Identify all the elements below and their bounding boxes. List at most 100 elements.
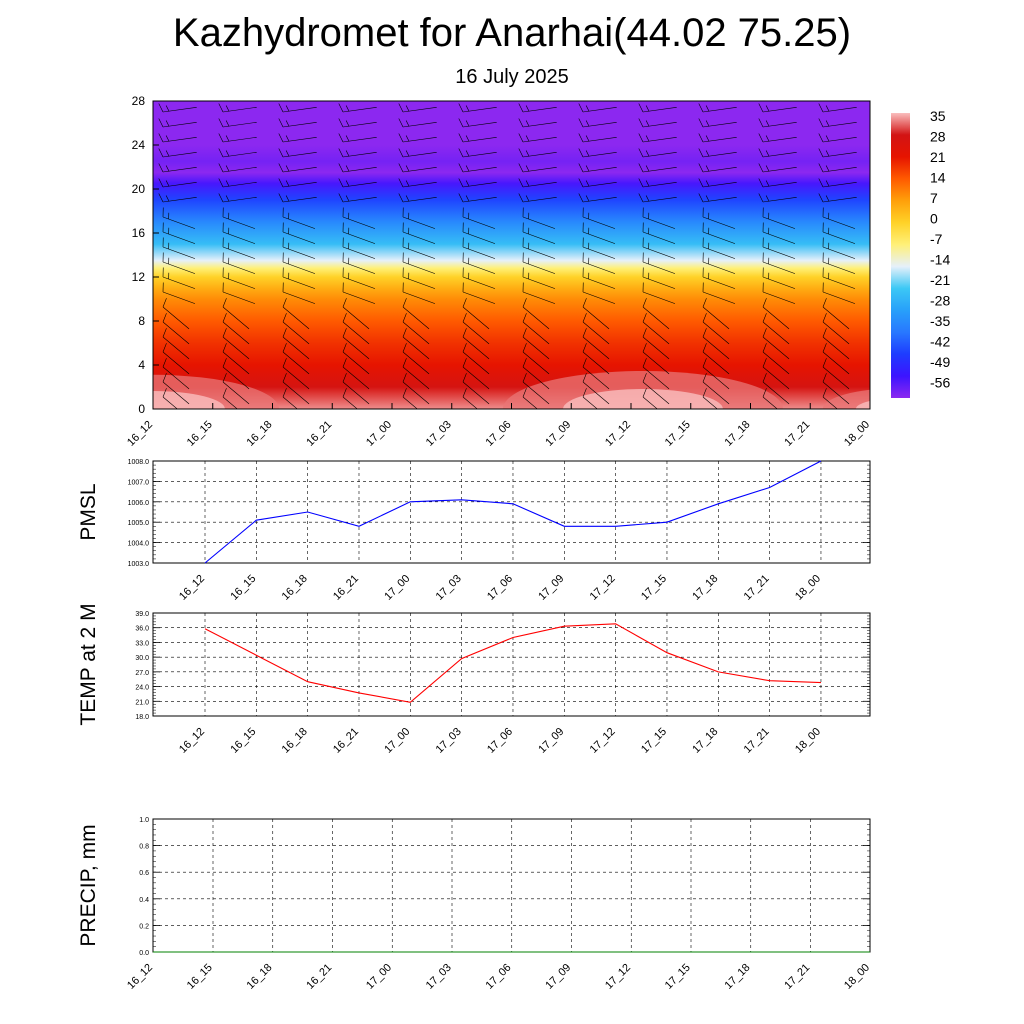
wind-barb [818,103,857,113]
y-tick-label: 0.4 [139,897,149,904]
wind-barb [522,282,556,304]
wind-barb [762,267,796,289]
y-tick-label: 36.0 [135,626,149,633]
wind-barb [162,298,190,330]
wind-barb [642,298,670,330]
y-tick-label: 27.0 [135,670,149,677]
x-tick-label: 16_15 [185,419,215,449]
wind-barb [462,237,496,259]
colorbar-label: 0 [930,211,938,227]
wind-barb [342,282,376,304]
wind-barb [582,328,610,360]
wind-barb [522,313,550,345]
wind-barb [638,193,677,203]
wind-barb [822,373,850,405]
wind-barb [822,358,850,390]
x-tick-label: 17_09 [543,419,573,449]
wind-barb [762,252,796,274]
wind-barb [702,358,730,390]
x-tick-label: 17_03 [424,962,454,992]
wind-barb [402,388,430,409]
wind-barb [638,178,677,188]
colorbar-label: 28 [930,129,946,145]
wind-barb [278,133,317,143]
y-tick-label: 21.0 [135,699,149,706]
x-tick-label: 17_09 [536,573,566,603]
wind-barb [582,358,610,390]
colorbar-label: -35 [930,313,950,329]
wind-barb [158,103,197,113]
colorbar-label: 21 [930,149,946,165]
x-tick-label: 18_00 [793,573,823,603]
wind-barb [282,252,316,274]
wind-barb [702,282,736,304]
wind-barb [342,358,370,390]
wind-barb [338,103,377,113]
wind-barb [762,328,790,360]
wind-barb [822,222,856,244]
wind-barb [342,373,370,405]
wind-barb [218,118,257,128]
wind-barb [282,313,310,345]
wind-barb [522,388,550,409]
wind-barb [282,388,310,409]
wind-barb [342,267,376,289]
wind-barb [582,207,616,229]
y-axis-title: PMSL [77,483,100,540]
x-tick-label: 17_00 [382,726,412,756]
plot-frame [152,460,871,564]
wind-barb [762,298,790,330]
y-tick-label: 1006.0 [128,500,150,507]
wind-barb [822,267,856,289]
wind-barb [758,148,797,158]
wind-barb [222,328,250,360]
wind-barb [458,148,497,158]
y-tick-label: 28 [132,94,146,108]
wind-barb [462,267,496,289]
y-tick-label: 1003.0 [128,561,150,568]
wind-barb [758,178,797,188]
wind-barb [282,267,316,289]
y-tick-label: 0.6 [139,870,149,877]
wind-barb [162,207,196,229]
wind-barb [522,358,550,390]
wind-barb [642,222,676,244]
wind-barb [642,207,676,229]
wind-barb [638,133,677,143]
x-tick-label: 17_21 [782,962,812,992]
x-tick-label: 17_00 [382,573,412,603]
x-tick-label: 17_15 [663,962,693,992]
wind-barb [162,252,196,274]
wind-barb [758,193,797,203]
chart-subtitle: 16 July 2025 [455,66,569,88]
y-axis-title: TEMP at 2 M [77,603,100,725]
wind-barb [398,148,437,158]
chart-title: Kazhydromet for Anarhai(44.02 75.25) [172,11,852,55]
y-tick-label: 12 [132,270,146,284]
wind-barb [698,133,737,143]
wind-barb [402,252,436,274]
y-tick-label: 16 [132,226,146,240]
wind-barb [462,282,496,304]
wind-barb [462,207,496,229]
wind-barb [398,163,437,173]
wind-barb [522,343,550,375]
y-tick-label: 18.0 [135,714,149,721]
wind-barb [822,298,850,330]
x-tick-label: 16_15 [228,573,258,603]
wind-barb [458,118,497,128]
wind-barb [638,148,677,158]
wind-barb [282,237,316,259]
wind-barb [158,133,197,143]
plot-frame [152,612,871,717]
wind-barb [642,267,676,289]
wind-barb [282,207,316,229]
x-tick-label: 16_18 [245,419,275,449]
wind-barb [822,237,856,259]
y-tick-label: 1005.0 [128,520,150,527]
wind-barb [338,193,377,203]
wind-barb [578,163,617,173]
wind-barb [158,148,197,158]
wind-barb [518,193,557,203]
